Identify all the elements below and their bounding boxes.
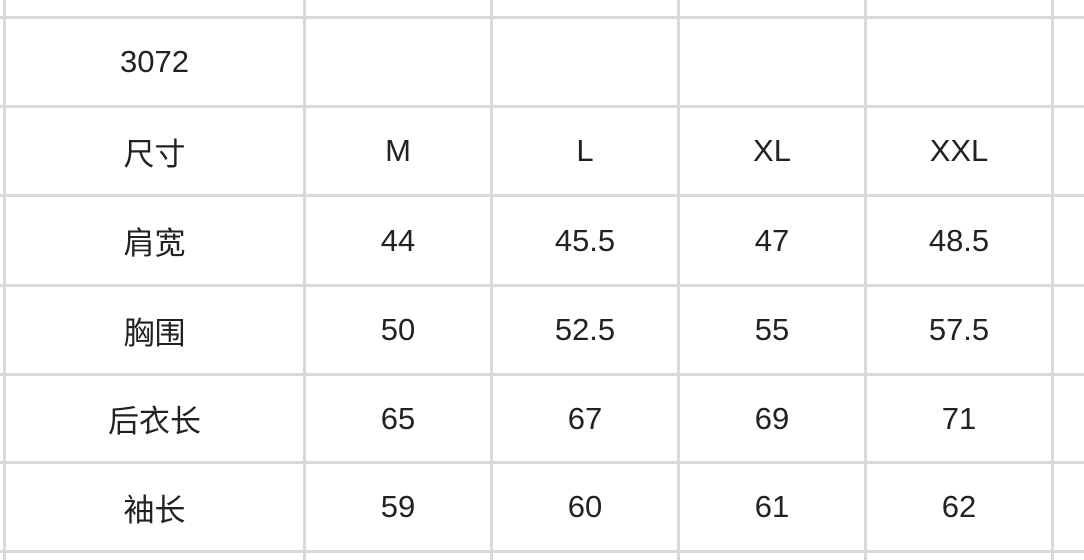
grid-line-horizontal [0,105,1084,108]
grid-line-horizontal [0,16,1084,19]
table-cell: XL [753,133,791,168]
grid-line-vertical [3,0,6,560]
table-cell: 59 [380,489,416,524]
table-cell: 45.5 [554,222,616,258]
table-cell: 61 [754,489,790,524]
table-cell: 60 [567,489,603,524]
row-label-cell: 后衣长 [108,404,201,439]
table-cell: 62 [941,489,977,524]
table-cell [867,19,1051,105]
table-cell: 47 [754,222,790,258]
row-label-cell: 胸围 [123,315,186,351]
row-label-cell: 肩宽 [123,226,186,261]
table-cell: 44 [380,222,416,258]
table-cell: 57.5 [928,312,990,347]
table-cell: 52.5 [554,312,616,347]
table-cell: 67 [567,400,603,436]
table-cell: 69 [754,400,790,436]
grid-line-vertical [1051,0,1054,560]
grid-line-vertical [490,0,493,560]
table-cell: M [385,133,411,168]
grid-line-vertical [303,0,306,560]
row-label-cell: 3072 [120,44,189,79]
table-cell [493,19,677,105]
table-cell: 48.5 [928,222,990,258]
grid-line-vertical [677,0,680,560]
table-cell: 65 [380,400,416,436]
table-cell [680,19,864,105]
row-label-cell: 袖长 [123,492,186,528]
grid-line-horizontal [0,373,1084,376]
table-cell: 71 [941,400,977,436]
table-cell: 50 [380,312,416,347]
table-cell [306,19,490,105]
grid-line-horizontal [0,550,1084,553]
table-cell: XXL [929,133,989,168]
grid-line-vertical [864,0,867,560]
row-label-cell: 尺寸 [123,136,186,172]
table-cell: 55 [754,312,790,347]
grid-line-horizontal [0,284,1084,287]
grid-line-horizontal [0,461,1084,464]
grid-line-horizontal [0,194,1084,197]
table-cell: L [576,133,594,168]
